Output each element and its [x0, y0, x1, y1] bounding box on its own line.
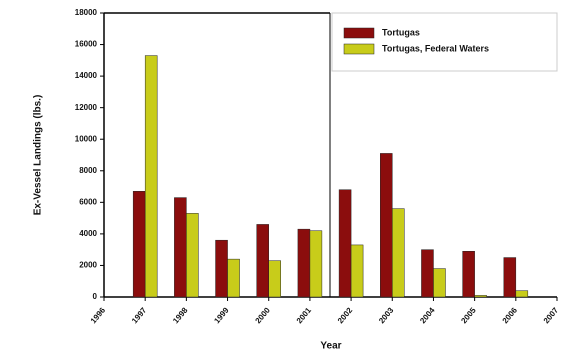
legend-label: Tortugas: [382, 27, 420, 37]
legend-box: [331, 12, 558, 72]
bar: [380, 153, 393, 298]
x-tick-label: 2006: [501, 305, 520, 325]
bar: [309, 230, 323, 298]
x-tick-label: 2000: [254, 305, 273, 325]
y-tick-label: 0: [93, 292, 98, 301]
x-tick-label: 2002: [336, 305, 355, 325]
bar: [350, 244, 364, 298]
bar: [227, 258, 240, 298]
bar: [392, 208, 405, 298]
y-tick-label: 2000: [79, 261, 97, 270]
y-tick-label: 10000: [75, 134, 98, 143]
x-tick-label: 1997: [130, 305, 149, 325]
y-tick-label: 8000: [79, 166, 97, 175]
legend-label: Tortugas, Federal Waters: [382, 43, 489, 53]
x-tick-label: 2005: [459, 305, 478, 325]
x-tick-label: 2001: [295, 305, 314, 325]
x-tick-label: 2004: [418, 305, 437, 325]
x-tick-label: 2007: [542, 305, 561, 325]
y-axis-label: Ex-Vessel Landings (lbs.): [33, 95, 44, 216]
bar: [268, 260, 281, 298]
x-tick-label: 1996: [89, 305, 108, 325]
x-tick-label: 2003: [377, 305, 396, 325]
y-tick-label: 6000: [79, 197, 97, 206]
y-tick-label: 4000: [79, 229, 97, 238]
x-tick-label: 1999: [212, 305, 231, 325]
bar: [474, 295, 487, 298]
bar: [215, 239, 228, 298]
bar: [186, 213, 199, 298]
x-axis-label: Year: [320, 341, 341, 352]
bar: [462, 250, 475, 298]
bar: [503, 257, 517, 298]
y-tick-label: 18000: [75, 8, 98, 17]
legend-swatch: [343, 43, 375, 55]
bar: [338, 189, 352, 298]
bar: [515, 290, 529, 298]
bar: [132, 191, 146, 298]
y-tick-label: 12000: [75, 103, 98, 112]
bar: [174, 197, 187, 298]
bar: [433, 268, 446, 298]
bar: [297, 228, 311, 298]
bar: [144, 55, 158, 298]
legend-swatch: [343, 27, 375, 39]
x-tick-label: 1998: [171, 305, 190, 325]
y-tick-label: 16000: [75, 40, 98, 49]
y-tick-label: 14000: [75, 71, 98, 80]
bar: [421, 249, 434, 298]
bar: [256, 224, 269, 298]
